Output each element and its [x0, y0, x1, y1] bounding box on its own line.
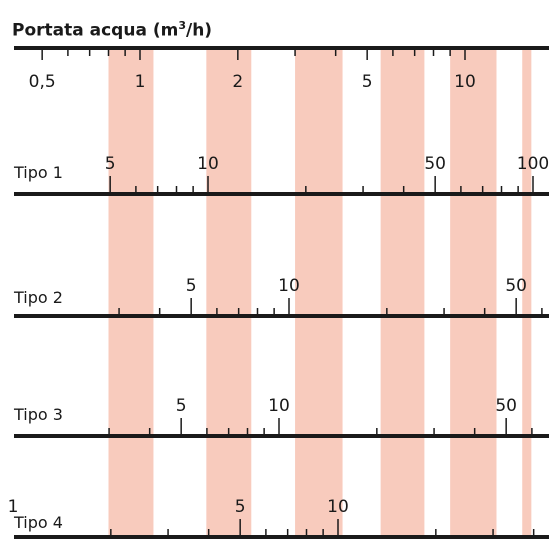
row-tick-label: 5 — [105, 154, 116, 174]
row-tick-label: 10 — [278, 276, 300, 296]
row-label: Tipo 1 — [13, 163, 63, 182]
shaded-band — [108, 48, 154, 539]
row-tick-label: 10 — [327, 497, 349, 517]
row-tick-label: 50 — [424, 154, 446, 174]
top-axis-tick-label: 0,5 — [29, 72, 56, 92]
shaded-band — [380, 48, 425, 539]
row-tick-label: 100 — [517, 154, 549, 174]
row-label: Tipo 2 — [13, 288, 63, 307]
chart-title: Portata acqua (m3/h) — [12, 19, 213, 41]
top-axis-tick-label: 2 — [232, 72, 243, 92]
row-tick-label: 10 — [197, 154, 219, 174]
row-tick-label: 1 — [8, 497, 19, 517]
shaded-band — [206, 48, 252, 539]
top-axis-tick-label: 10 — [454, 72, 476, 92]
shaded-band — [295, 48, 343, 539]
row-label: Tipo 4 — [13, 513, 63, 532]
row-tick-label: 50 — [505, 276, 527, 296]
shaded-band — [522, 48, 532, 539]
row-label: Tipo 3 — [13, 405, 63, 424]
shaded-band — [450, 48, 497, 539]
row-tick-label: 5 — [235, 497, 246, 517]
row-tick-label: 5 — [186, 276, 197, 296]
row-tick-label: 50 — [495, 396, 517, 416]
row-tick-label: 5 — [176, 396, 187, 416]
row-tick-label: 10 — [268, 396, 290, 416]
top-axis-tick-label: 5 — [362, 72, 373, 92]
top-axis-tick-label: 1 — [135, 72, 146, 92]
